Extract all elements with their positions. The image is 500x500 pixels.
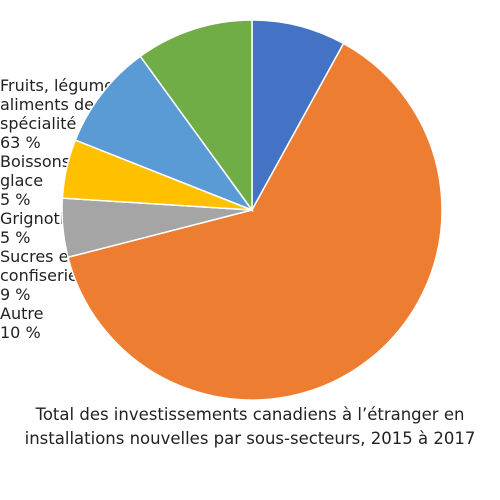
pie-slice — [74, 55, 255, 212]
pie-slice — [139, 19, 253, 213]
category-label: Produits de boulangerie et tortillas — [0, 0, 96, 57]
value-label: 9 % — [0, 285, 31, 304]
value-label: 10 % — [0, 323, 41, 342]
slice-label: Sucres et confiseries 9 % — [0, 247, 110, 304]
value-label: 5 % — [0, 228, 31, 247]
value-label: 5 % — [0, 190, 31, 209]
value-label: 8 % — [0, 57, 31, 76]
category-label: Autre — [0, 304, 44, 323]
pie-area — [61, 19, 443, 400]
chart-title: Total des investissements canadiens à l’… — [24, 405, 476, 448]
category-label: Sucres et confiseries — [0, 247, 87, 285]
slice-label: Produits de boulangerie et tortillas 8 % — [0, 0, 100, 76]
slice-label: Autre 10 % — [0, 304, 70, 342]
pie-slice — [251, 19, 345, 211]
pie-slice — [67, 42, 443, 400]
value-label: 63 % — [0, 133, 41, 152]
